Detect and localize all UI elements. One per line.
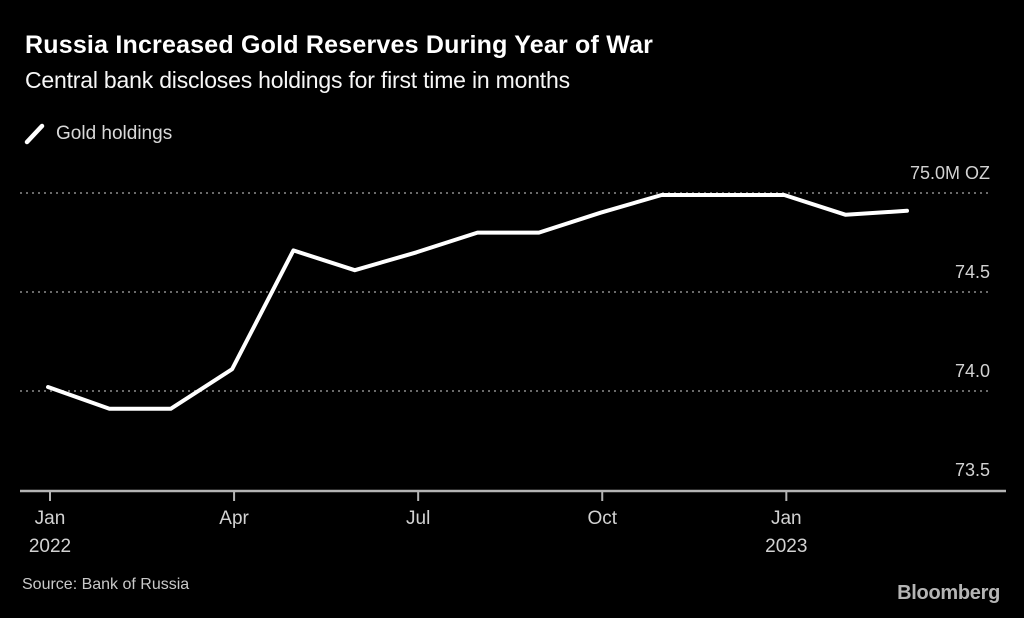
x-tick-label: Jan — [34, 508, 66, 529]
source-credit: Source: Bank of Russia — [22, 576, 190, 593]
legend-label: Gold holdings — [56, 123, 173, 144]
x-tick-label: Jan — [770, 508, 802, 529]
chart-subtitle: Central bank discloses holdings for firs… — [25, 67, 570, 93]
x-tick-sublabel: 2023 — [765, 536, 808, 557]
y-tick-label: 74.0 — [954, 361, 990, 381]
x-tick-label: Oct — [587, 508, 618, 529]
legend-line-icon — [24, 123, 45, 145]
bloomberg-logo: Bloomberg — [897, 582, 1000, 604]
y-tick-label: 73.5 — [954, 460, 990, 480]
x-tick-label: Jul — [406, 508, 431, 529]
x-tick-label: Apr — [219, 508, 249, 529]
chart-title: Russia Increased Gold Reserves During Ye… — [25, 31, 654, 59]
legend: Gold holdings — [24, 123, 172, 145]
y-tick-label: 74.5 — [954, 262, 990, 282]
x-tick-sublabel: 2022 — [28, 536, 72, 557]
gold-holdings-line — [46, 193, 909, 411]
y-tick-label: 75.0M OZ — [909, 163, 990, 183]
